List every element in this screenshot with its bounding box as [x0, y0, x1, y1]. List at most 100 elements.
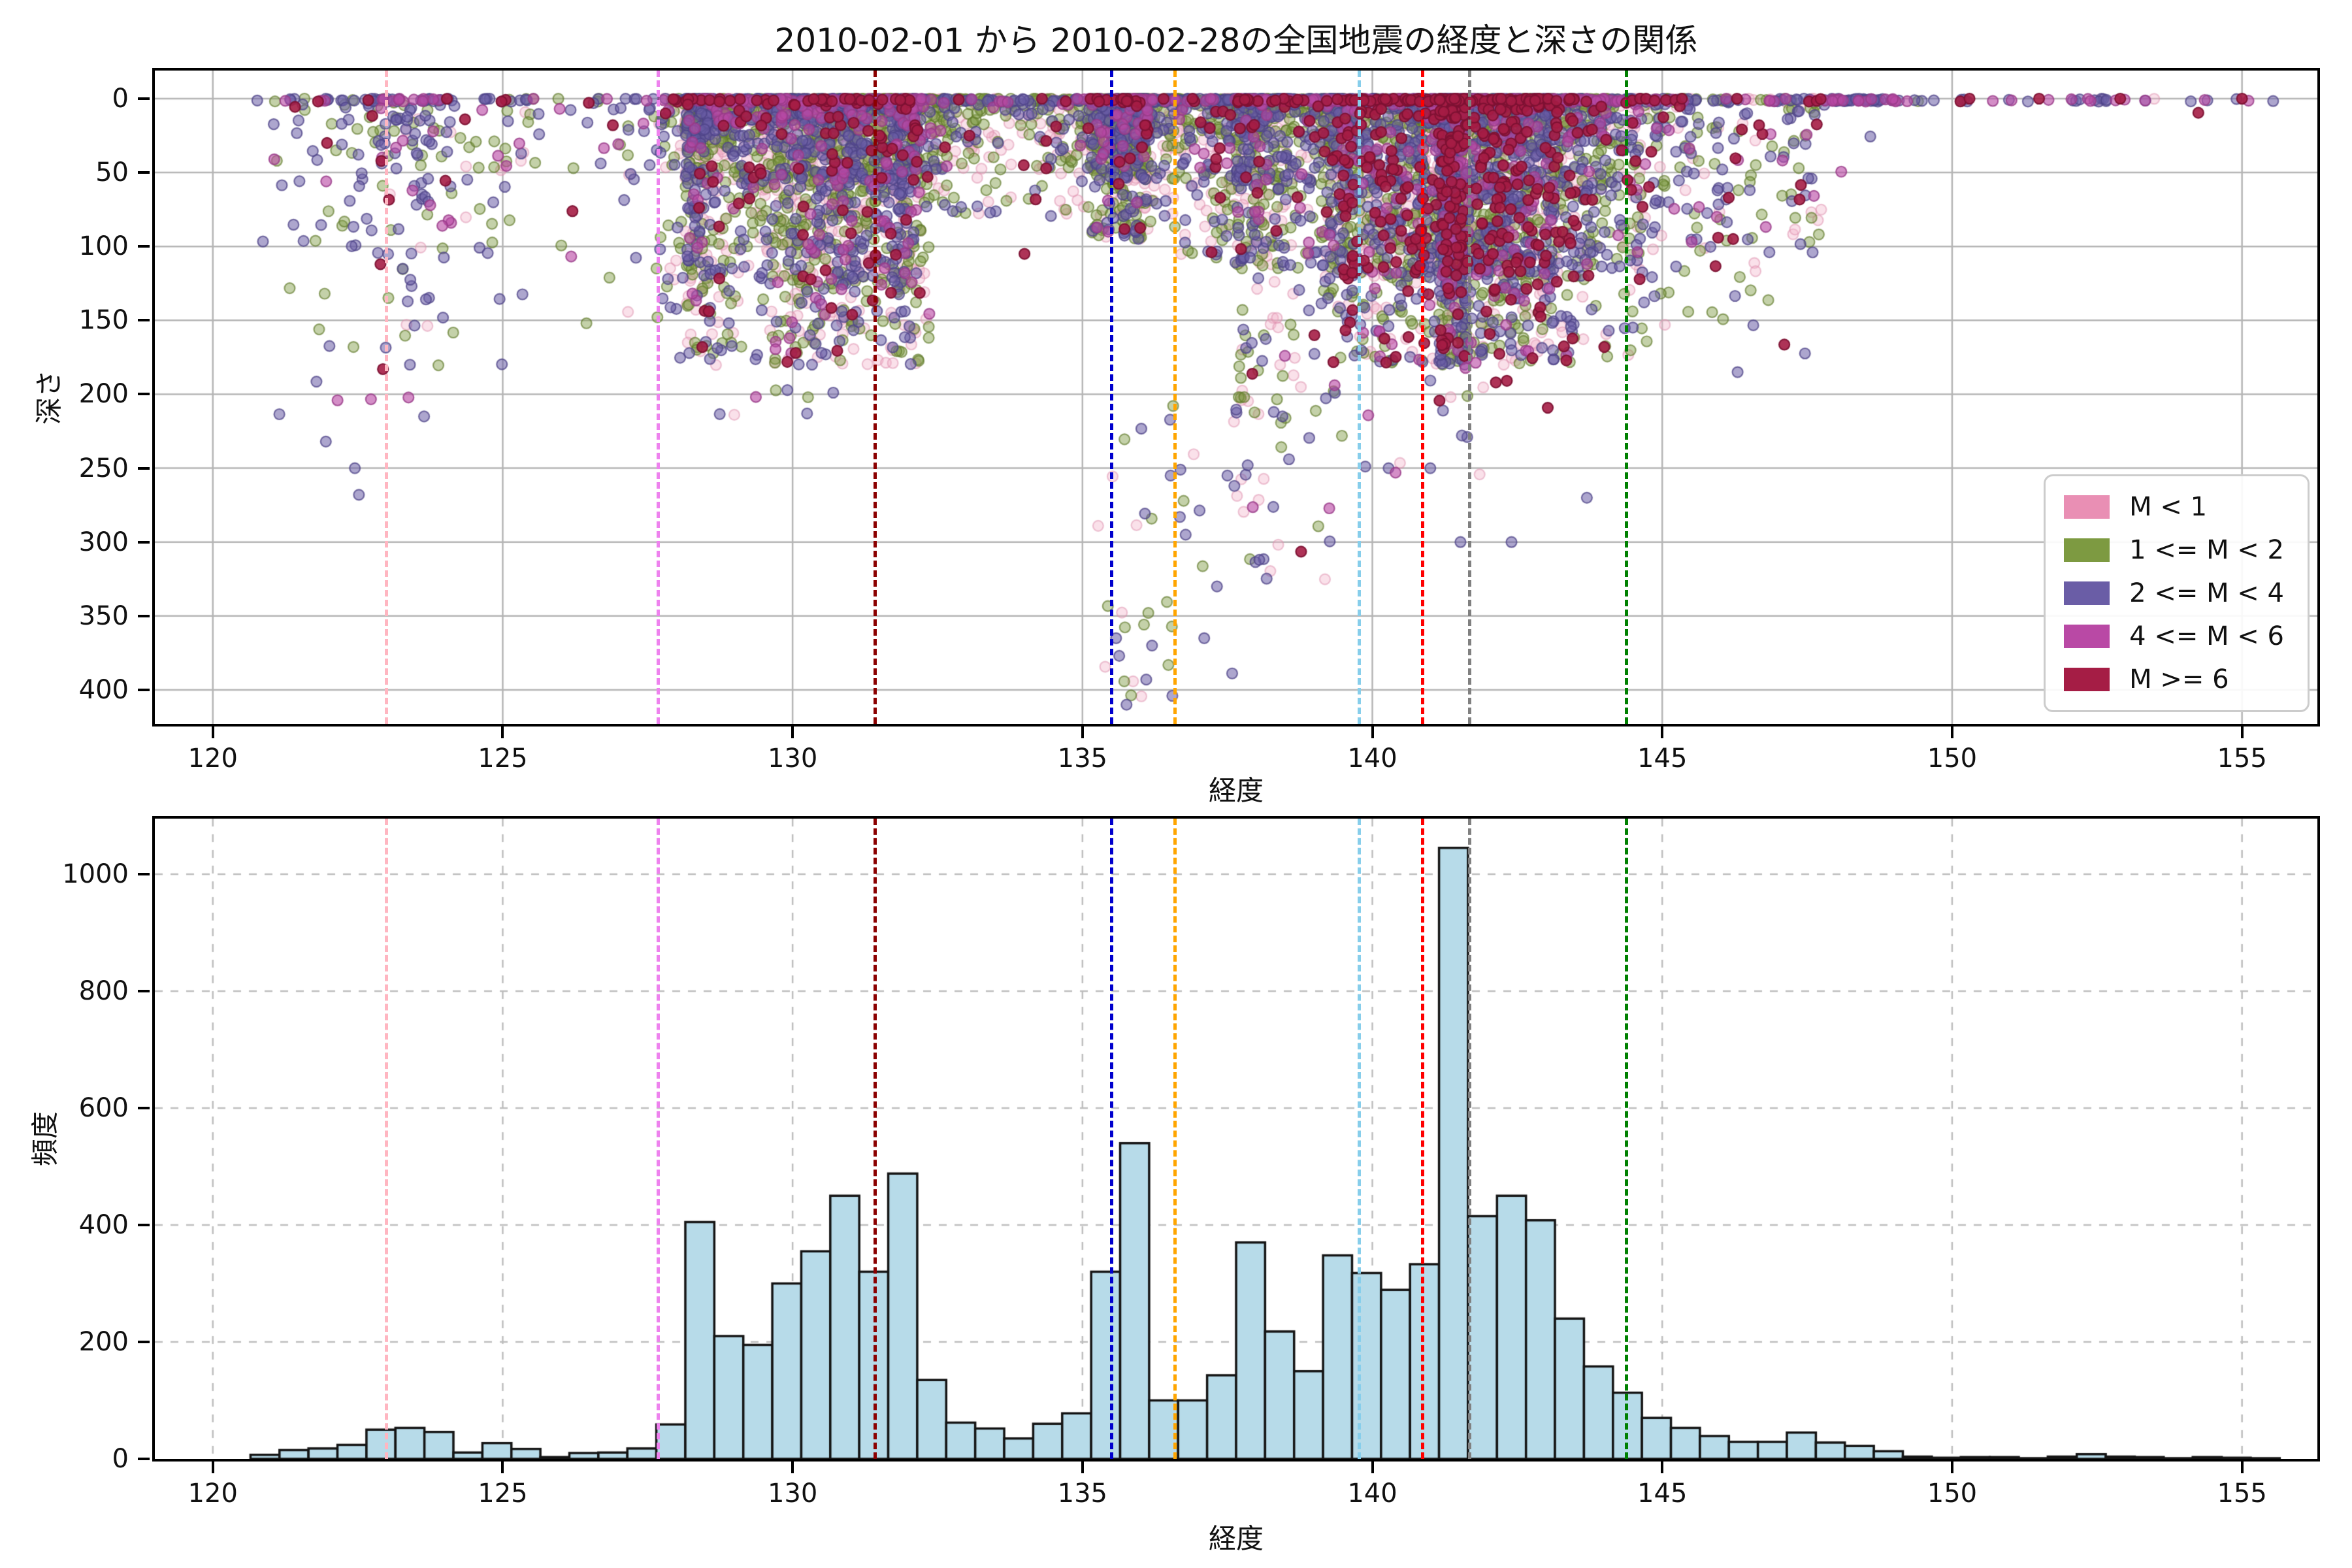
x-tick-mark [1661, 727, 1664, 738]
legend-item: 4 <= M < 6 [2064, 621, 2284, 651]
x-tick-label: 155 [2217, 1478, 2267, 1509]
x-tick-label: 135 [1057, 1478, 1108, 1509]
x-tick-mark [1371, 1462, 1374, 1473]
y-tick-mark [138, 319, 150, 322]
y-tick-label: 50 [95, 157, 129, 188]
y-tick-label: 800 [78, 976, 129, 1007]
y-tick-label: 400 [78, 674, 129, 705]
y-tick-mark [138, 466, 150, 470]
x-tick-mark [791, 727, 794, 738]
y-tick-label: 0 [112, 1444, 129, 1474]
y-tick-mark [138, 245, 150, 248]
legend-swatch [2064, 538, 2110, 562]
x-tick-mark [1081, 727, 1084, 738]
x-tick-label: 130 [767, 743, 818, 774]
y-tick-mark [138, 1458, 150, 1460]
legend-item: 2 <= M < 4 [2064, 578, 2284, 608]
x-tick-label: 145 [1637, 1478, 1688, 1509]
x-tick-label: 135 [1057, 743, 1108, 774]
y-tick-mark [138, 1107, 150, 1109]
legend-label: 2 <= M < 4 [2129, 578, 2284, 608]
legend-label: 1 <= M < 2 [2129, 535, 2284, 565]
vline-orange [1173, 819, 1177, 1459]
x-tick-label: 140 [1347, 743, 1397, 774]
x-tick-label: 120 [188, 1478, 238, 1509]
x-tick-mark [1371, 727, 1374, 738]
y-tick-label: 400 [78, 1210, 129, 1240]
page-title: 2010-02-01 から 2010-02-28の全国地震の経度と深さの関係 [774, 22, 1698, 59]
x-tick-label: 150 [1927, 743, 1978, 774]
vline-orange [1173, 71, 1177, 724]
x-tick-label: 130 [767, 1478, 818, 1509]
y-tick-mark [138, 97, 150, 100]
y-tick-label: 200 [78, 1327, 129, 1357]
y-tick-mark [138, 171, 150, 174]
y-tick-label: 1000 [62, 859, 129, 890]
legend-label: 4 <= M < 6 [2129, 621, 2284, 651]
y-tick-mark [138, 688, 150, 691]
vline-skyblue [1357, 71, 1361, 724]
x-tick-mark [2240, 727, 2244, 738]
x-tick-mark [211, 1462, 214, 1473]
legend-label: M < 1 [2129, 492, 2208, 522]
y-tick-label: 100 [78, 231, 129, 262]
x-tick-label: 155 [2217, 743, 2267, 774]
y-tick-label: 0 [112, 83, 129, 114]
vline-violet [656, 71, 660, 724]
vline-green [1624, 71, 1628, 724]
y-tick-mark [138, 1341, 150, 1343]
vline-blue [1109, 71, 1113, 724]
scatter-canvas [155, 71, 2317, 724]
scatter-plot-area: M < 1 1 <= M < 2 2 <= M < 4 4 <= M < 6 M… [152, 68, 2320, 727]
vline-darkred [873, 819, 877, 1459]
vline-red [1421, 819, 1425, 1459]
x-tick-mark [211, 727, 214, 738]
y-tick-label: 600 [78, 1093, 129, 1123]
x-axis-label-hist: 経度 [1208, 1522, 1264, 1555]
vline-darkred [873, 71, 877, 724]
legend-swatch [2064, 495, 2110, 519]
y-tick-mark [138, 540, 150, 544]
y-tick-mark [138, 990, 150, 993]
legend-item: M >= 6 [2064, 664, 2284, 694]
y-tick-mark [138, 1224, 150, 1226]
y-tick-label: 300 [78, 527, 129, 557]
x-tick-label: 150 [1927, 1478, 1978, 1509]
legend-label: M >= 6 [2129, 664, 2229, 694]
legend-item: 1 <= M < 2 [2064, 535, 2284, 565]
x-tick-label: 140 [1347, 1478, 1397, 1509]
vline-red [1421, 71, 1425, 724]
x-tick-label: 145 [1637, 743, 1688, 774]
histogram-plot-area [152, 816, 2320, 1462]
legend-swatch [2064, 625, 2110, 648]
x-tick-mark [501, 1462, 504, 1473]
vline-blue [1109, 819, 1113, 1459]
legend-swatch [2064, 668, 2110, 691]
x-tick-mark [1661, 1462, 1664, 1473]
vline-gray [1468, 71, 1472, 724]
legend: M < 1 1 <= M < 2 2 <= M < 4 4 <= M < 6 M… [2044, 474, 2310, 712]
y-tick-label: 200 [78, 379, 129, 410]
histogram-canvas [155, 819, 2317, 1459]
y-tick-label: 250 [78, 453, 129, 483]
x-tick-mark [2240, 1462, 2244, 1473]
x-axis-label-scatter: 経度 [1208, 774, 1264, 807]
x-tick-label: 120 [188, 743, 238, 774]
vline-pink [385, 71, 389, 724]
x-tick-label: 125 [478, 1478, 528, 1509]
x-tick-mark [1950, 727, 1953, 738]
vline-gray [1468, 819, 1472, 1459]
x-tick-mark [1081, 1462, 1084, 1473]
x-tick-mark [501, 727, 504, 738]
x-tick-mark [791, 1462, 794, 1473]
y-tick-mark [138, 873, 150, 876]
vline-pink [385, 819, 389, 1459]
vline-violet [656, 819, 660, 1459]
y-tick-mark [138, 614, 150, 617]
vline-skyblue [1357, 819, 1361, 1459]
x-tick-label: 125 [478, 743, 528, 774]
y-tick-mark [138, 393, 150, 396]
y-tick-label: 150 [78, 305, 129, 336]
legend-item: M < 1 [2064, 492, 2284, 522]
